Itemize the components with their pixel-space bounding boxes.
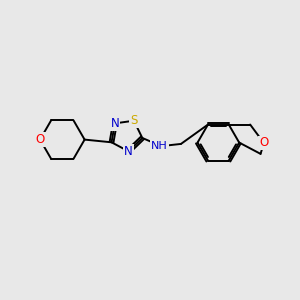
Text: N: N [110, 117, 119, 130]
Text: O: O [35, 133, 45, 146]
Text: O: O [259, 136, 268, 149]
Text: N: N [124, 145, 133, 158]
Text: NH: NH [151, 141, 168, 151]
Text: S: S [130, 114, 138, 127]
